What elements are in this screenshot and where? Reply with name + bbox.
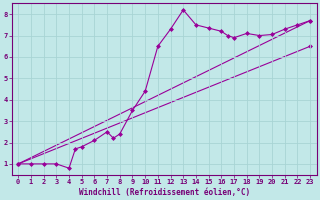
X-axis label: Windchill (Refroidissement éolien,°C): Windchill (Refroidissement éolien,°C) xyxy=(79,188,250,197)
